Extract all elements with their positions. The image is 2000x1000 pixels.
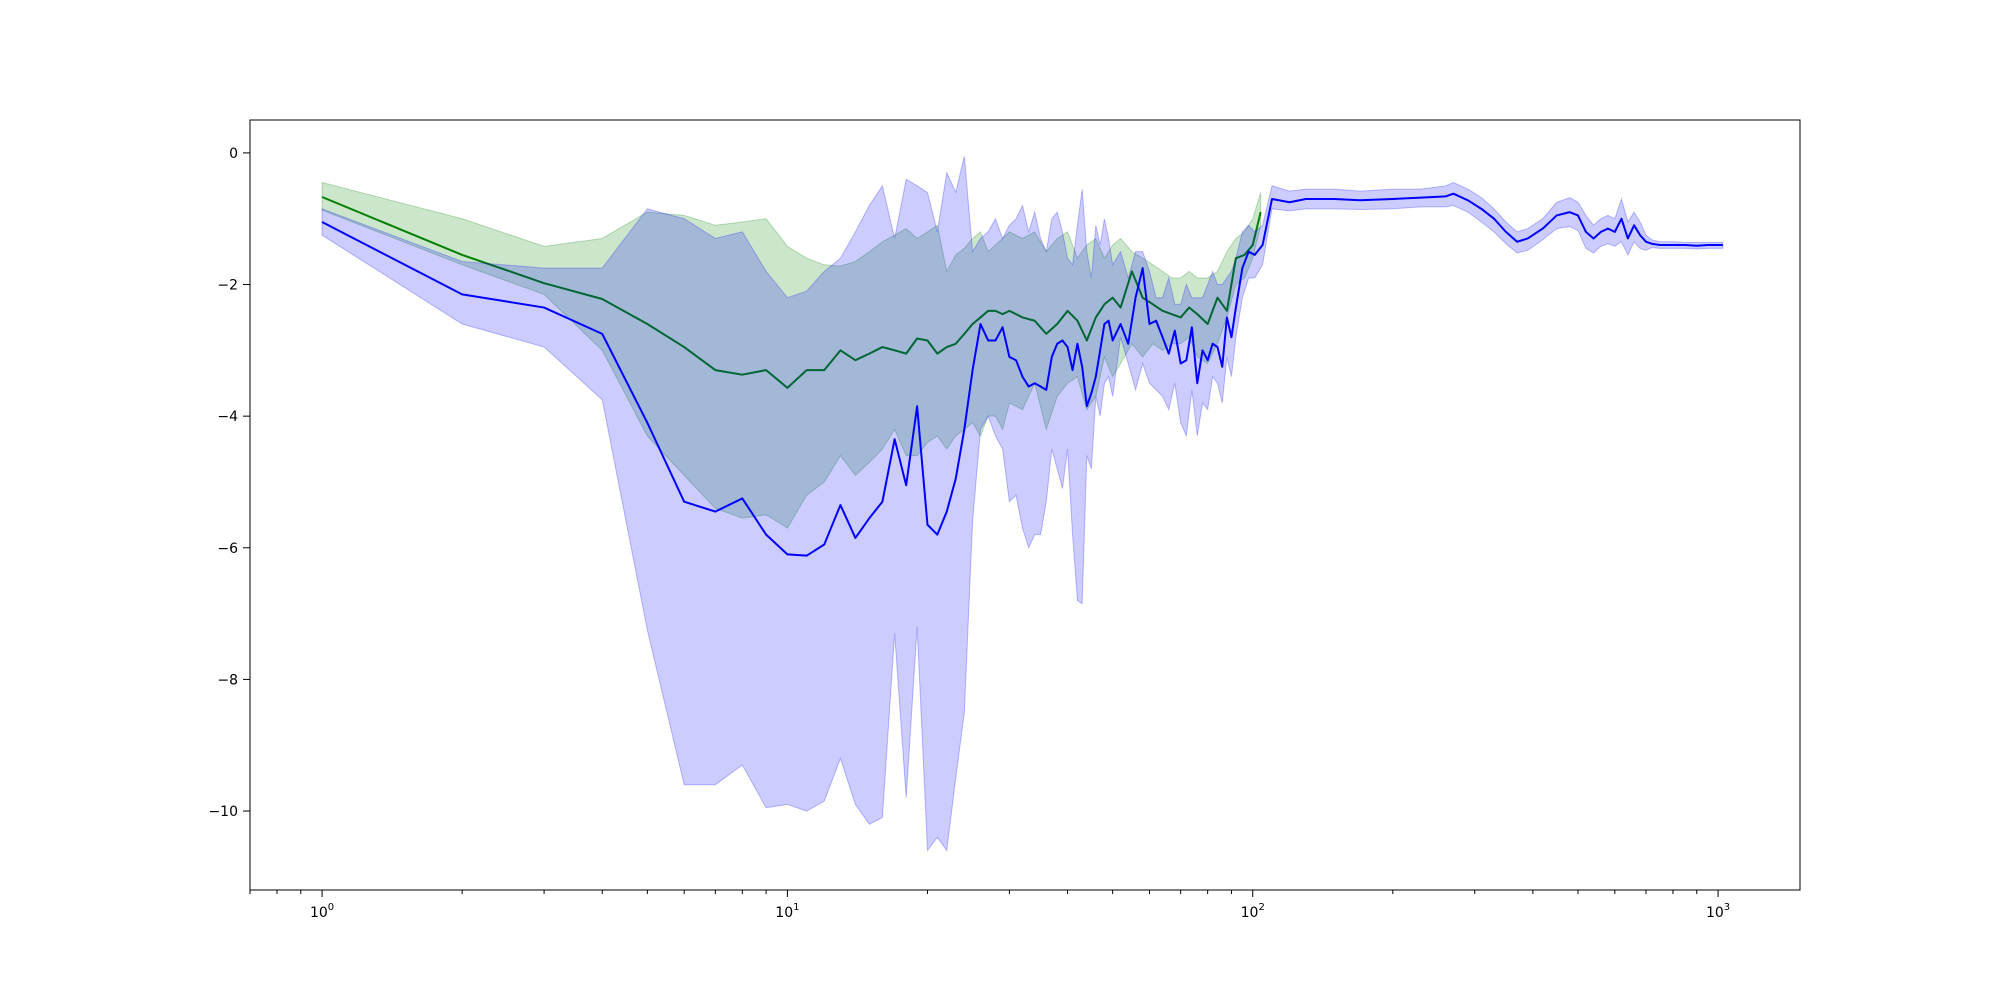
- y-tick-label: −10: [208, 804, 238, 820]
- y-axis: 0 −2 −4 −6 −8 −10: [208, 146, 250, 820]
- x-axis: 100 101 102 103: [249, 890, 1730, 921]
- y-tick-label: −4: [217, 409, 238, 425]
- series-1: [321, 181, 1262, 529]
- series-1-line: [321, 196, 1262, 389]
- y-tick-label: −6: [217, 541, 238, 557]
- y-tick-label: 0: [229, 146, 238, 162]
- y-tick-label: −8: [217, 672, 238, 688]
- x-tick-label: 101: [775, 902, 799, 921]
- y-tick-label: −2: [217, 278, 238, 294]
- series-2-line: [321, 192, 1723, 557]
- series-2-band: [321, 156, 1724, 852]
- plot-frame: [249, 119, 1801, 891]
- x-tick-label: 102: [1241, 902, 1265, 921]
- series-layer: [321, 156, 1724, 852]
- x-tick-label: 100: [310, 902, 334, 921]
- series-2: [321, 156, 1724, 852]
- x-tick-label: 103: [1706, 902, 1730, 921]
- series-1-band: [321, 181, 1262, 529]
